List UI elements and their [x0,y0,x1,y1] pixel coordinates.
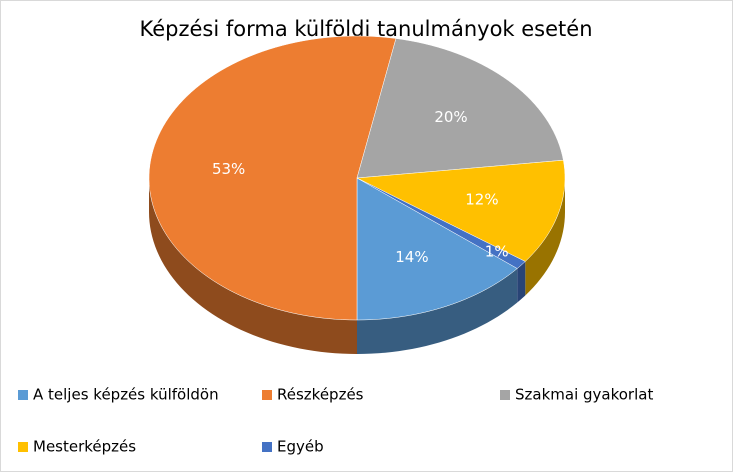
slice-side [525,178,565,296]
legend-item: A teljes képzés külföldön [18,386,219,404]
slice [356,159,566,262]
legend-item: Egyéb [262,438,324,456]
slice [356,38,564,179]
slice-side [517,261,526,303]
legend-swatch [18,442,28,452]
slice [356,177,526,269]
legend-item: Mesterképzés [18,438,136,456]
legend-label: A teljes képzés külföldön [33,386,219,404]
data-label: 53% [212,160,245,178]
data-label: 20% [434,108,467,126]
legend-swatch [262,390,272,400]
legend-label: Mesterképzés [33,438,136,456]
data-label: 12% [465,190,498,208]
legend-swatch [500,390,510,400]
legend-swatch [262,442,272,452]
data-label: 14% [395,248,428,266]
legend-swatch [18,390,28,400]
slice [356,177,518,321]
data-label: 1% [485,242,509,260]
slice [148,35,397,321]
legend-label: Részképzés [277,386,364,404]
slice-side [357,268,518,354]
legend-item: Szakmai gyakorlat [500,386,653,404]
legend-label: Egyéb [277,438,324,456]
legend-label: Szakmai gyakorlat [515,386,653,404]
legend-item: Részképzés [262,386,364,404]
slice-side [149,178,357,354]
